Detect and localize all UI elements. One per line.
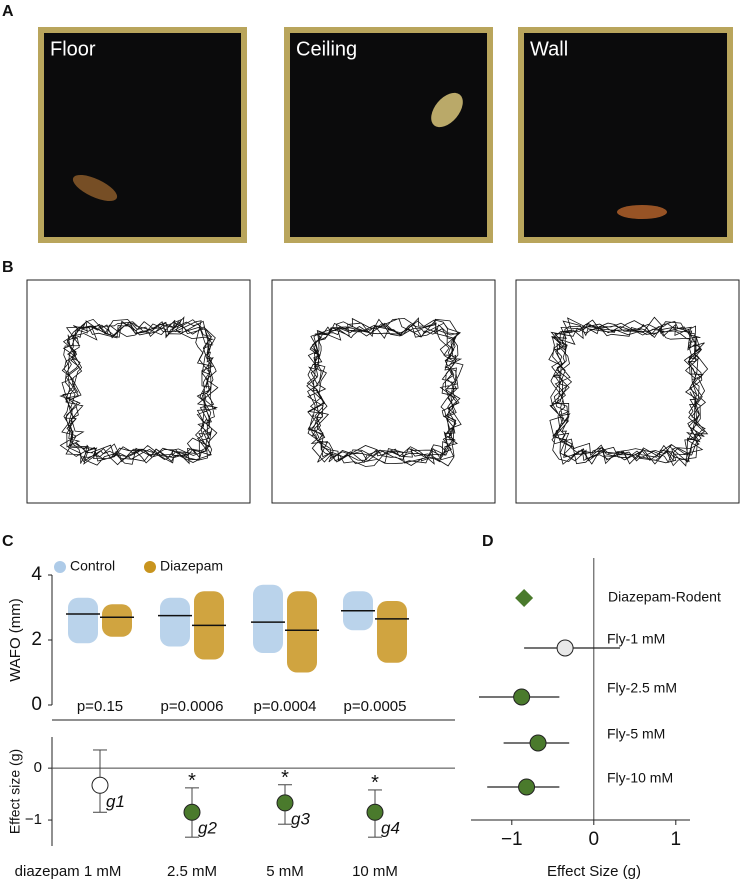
- arena: [290, 33, 487, 237]
- x-tick-label: 1: [671, 829, 682, 850]
- effect-point: [276, 794, 294, 812]
- row-label: Fly-2.5 mM: [607, 680, 677, 696]
- row-label: Fly-10 mM: [607, 770, 673, 786]
- arena-outline: [271, 279, 496, 504]
- panel-label: D: [482, 533, 494, 550]
- x-tick-label: 5 mM: [266, 863, 304, 880]
- x-tick-label: diazepam 1 mM: [15, 863, 122, 880]
- effect-point: [518, 778, 536, 796]
- panel-label: A: [2, 3, 14, 20]
- effect-point: [529, 734, 547, 752]
- point-label: g2: [198, 819, 217, 838]
- effect-point: [515, 589, 534, 607]
- legend-label: Diazepam: [160, 558, 223, 574]
- p-value: p=0.0004: [254, 698, 317, 715]
- swarm: [287, 591, 317, 673]
- trajectory: [306, 317, 464, 467]
- significance: *: [188, 770, 196, 792]
- y-axis-title: Effect size (g): [7, 749, 23, 834]
- swarm: [253, 584, 283, 653]
- x-tick-label: 10 mM: [352, 863, 398, 880]
- p-value: p=0.0006: [161, 698, 224, 715]
- effect-point: [513, 688, 531, 706]
- y-tick-label: −1: [25, 811, 42, 828]
- panel-label: C: [2, 533, 14, 550]
- effect-point: [183, 803, 201, 821]
- effect-point: [366, 803, 384, 821]
- legend-label: Control: [70, 558, 115, 574]
- legend-swatch: [144, 561, 156, 573]
- y-tick-label: 0: [31, 694, 42, 715]
- swarm: [102, 604, 132, 637]
- x-tick-label: 0: [589, 829, 600, 850]
- trajectory: [548, 316, 709, 467]
- y-tick-label: 4: [31, 564, 42, 585]
- point-label: g1: [106, 792, 125, 811]
- effect-point: [91, 776, 109, 794]
- panel-label: B: [2, 259, 14, 276]
- fly: [431, 92, 463, 128]
- significance: *: [281, 767, 289, 789]
- point-label: g3: [291, 809, 310, 828]
- p-value: p=0.0005: [344, 698, 407, 715]
- swarm: [68, 597, 98, 644]
- x-tick-label: 2.5 mM: [167, 863, 217, 880]
- x-tick-label: −1: [501, 829, 523, 850]
- row-label: Fly-5 mM: [607, 726, 665, 742]
- y-axis-title: WAFO (mm): [7, 598, 24, 682]
- row-label: Fly-1 mM: [607, 631, 665, 647]
- effect-point: [556, 639, 574, 657]
- trajectory: [59, 316, 219, 466]
- fly: [617, 205, 667, 219]
- significance: *: [371, 772, 379, 794]
- swarm: [160, 597, 190, 647]
- legend-swatch: [54, 561, 66, 573]
- y-tick-label: 2: [31, 629, 42, 650]
- arena-outline: [515, 279, 740, 504]
- photo-label: Wall: [530, 38, 568, 60]
- swarm: [377, 601, 407, 663]
- x-axis-title: Effect Size (g): [547, 863, 641, 880]
- y-tick-label: 0: [34, 759, 42, 776]
- arena: [524, 33, 727, 237]
- row-label: Diazepam-Rodent: [608, 589, 721, 605]
- photo-label: Floor: [50, 38, 96, 60]
- arena-outline: [26, 279, 251, 504]
- p-value: p=0.15: [77, 698, 123, 715]
- fly: [72, 174, 118, 202]
- point-label: g4: [381, 819, 400, 838]
- arena: [44, 33, 241, 237]
- photo-label: Ceiling: [296, 38, 357, 60]
